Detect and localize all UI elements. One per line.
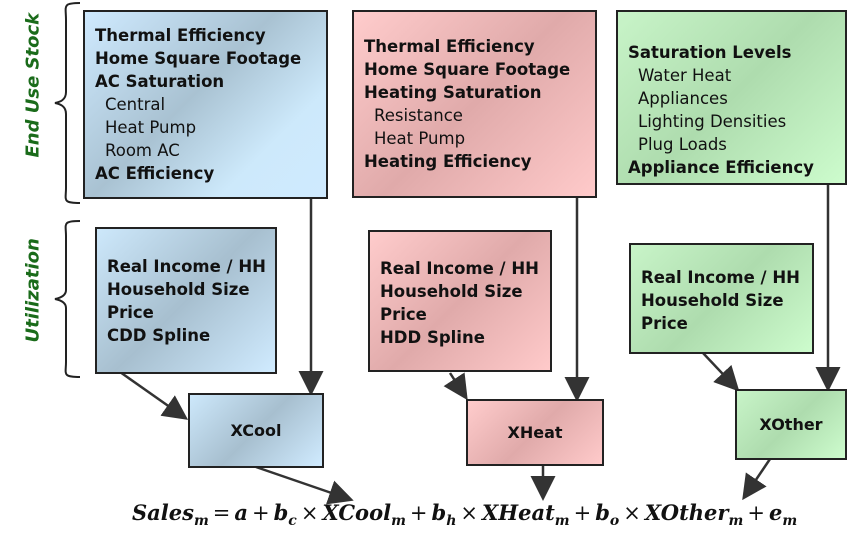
stock-item: Heating Efficiency — [364, 152, 532, 171]
xcool-node: XCool — [188, 393, 324, 468]
stock-item: AC Efficiency — [95, 164, 215, 183]
stock-item: Water Heat — [638, 66, 732, 85]
stock-item: Thermal Efficiency — [364, 37, 535, 56]
stock-item: AC Saturation — [95, 72, 225, 91]
stock-item: Resistance — [374, 106, 463, 125]
stock-item: Heating Saturation — [364, 83, 542, 102]
stock-item: Heat Pump — [105, 118, 197, 137]
sales-equation: Salesm = a + bc × XCoolm + bh × XHeatm + bo × XOtherm +… — [132, 500, 798, 530]
arrow-other-util — [702, 352, 740, 392]
stock-item: Heat Pump — [374, 129, 466, 148]
heat-util-box: Real Income / HH Household Size Price HDD S… — [368, 230, 552, 372]
arrow-heat-util — [443, 372, 468, 401]
stock-item: Thermal Efficiency — [95, 26, 266, 45]
stock-item: Home Square Footage — [364, 60, 571, 79]
utilization-bracket — [54, 220, 81, 378]
stock-item: Appliance Efficiency — [628, 158, 814, 177]
stock-item: Saturation Levels — [628, 43, 792, 62]
cool-util-box: Real Income / HH Household Size Price CDD S… — [95, 227, 277, 374]
utilization-item: Real Income / HH — [107, 257, 266, 276]
xheat-node: XHeat — [466, 399, 604, 466]
other-stock-box: Saturation Levels Water Heat Appliances Lig… — [616, 10, 847, 185]
arrow-cool-util — [119, 370, 189, 420]
stock-item: Appliances — [638, 89, 728, 108]
heat-stock-box: Thermal Efficiency Home Square Footage Hea… — [352, 10, 597, 198]
xother-node: XOther — [735, 389, 847, 460]
arrow-xother-eq — [742, 458, 772, 501]
end-use-stock-label: End Use Stock — [22, 12, 44, 158]
stock-item: Lighting Densities — [638, 112, 787, 131]
stock-bracket — [54, 2, 81, 204]
utilization-item: Real Income / HH — [641, 268, 800, 287]
stock-item: Room AC — [105, 141, 180, 160]
utilization-item: Household Size — [380, 282, 523, 301]
cool-stock-box: Thermal Efficiency Home Square Footage AC … — [83, 10, 328, 199]
utilization-item: Price — [107, 303, 154, 322]
utilization-item: Price — [641, 314, 688, 333]
utilization-label: Utilization — [22, 238, 44, 343]
utilization-item: HDD Spline — [380, 328, 485, 347]
other-util-box: Real Income / HH Household Size Price — [629, 243, 814, 354]
utilization-item: CDD Spline — [107, 326, 211, 345]
stock-item: Plug Loads — [638, 135, 727, 154]
utilization-item: Price — [380, 305, 427, 324]
stock-item: Central — [105, 95, 166, 114]
stock-item: Home Square Footage — [95, 49, 302, 68]
arrow-xcool-eq — [255, 465, 354, 505]
utilization-item: Real Income / HH — [380, 259, 539, 278]
utilization-item: Household Size — [641, 291, 784, 310]
utilization-item: Household Size — [107, 280, 250, 299]
